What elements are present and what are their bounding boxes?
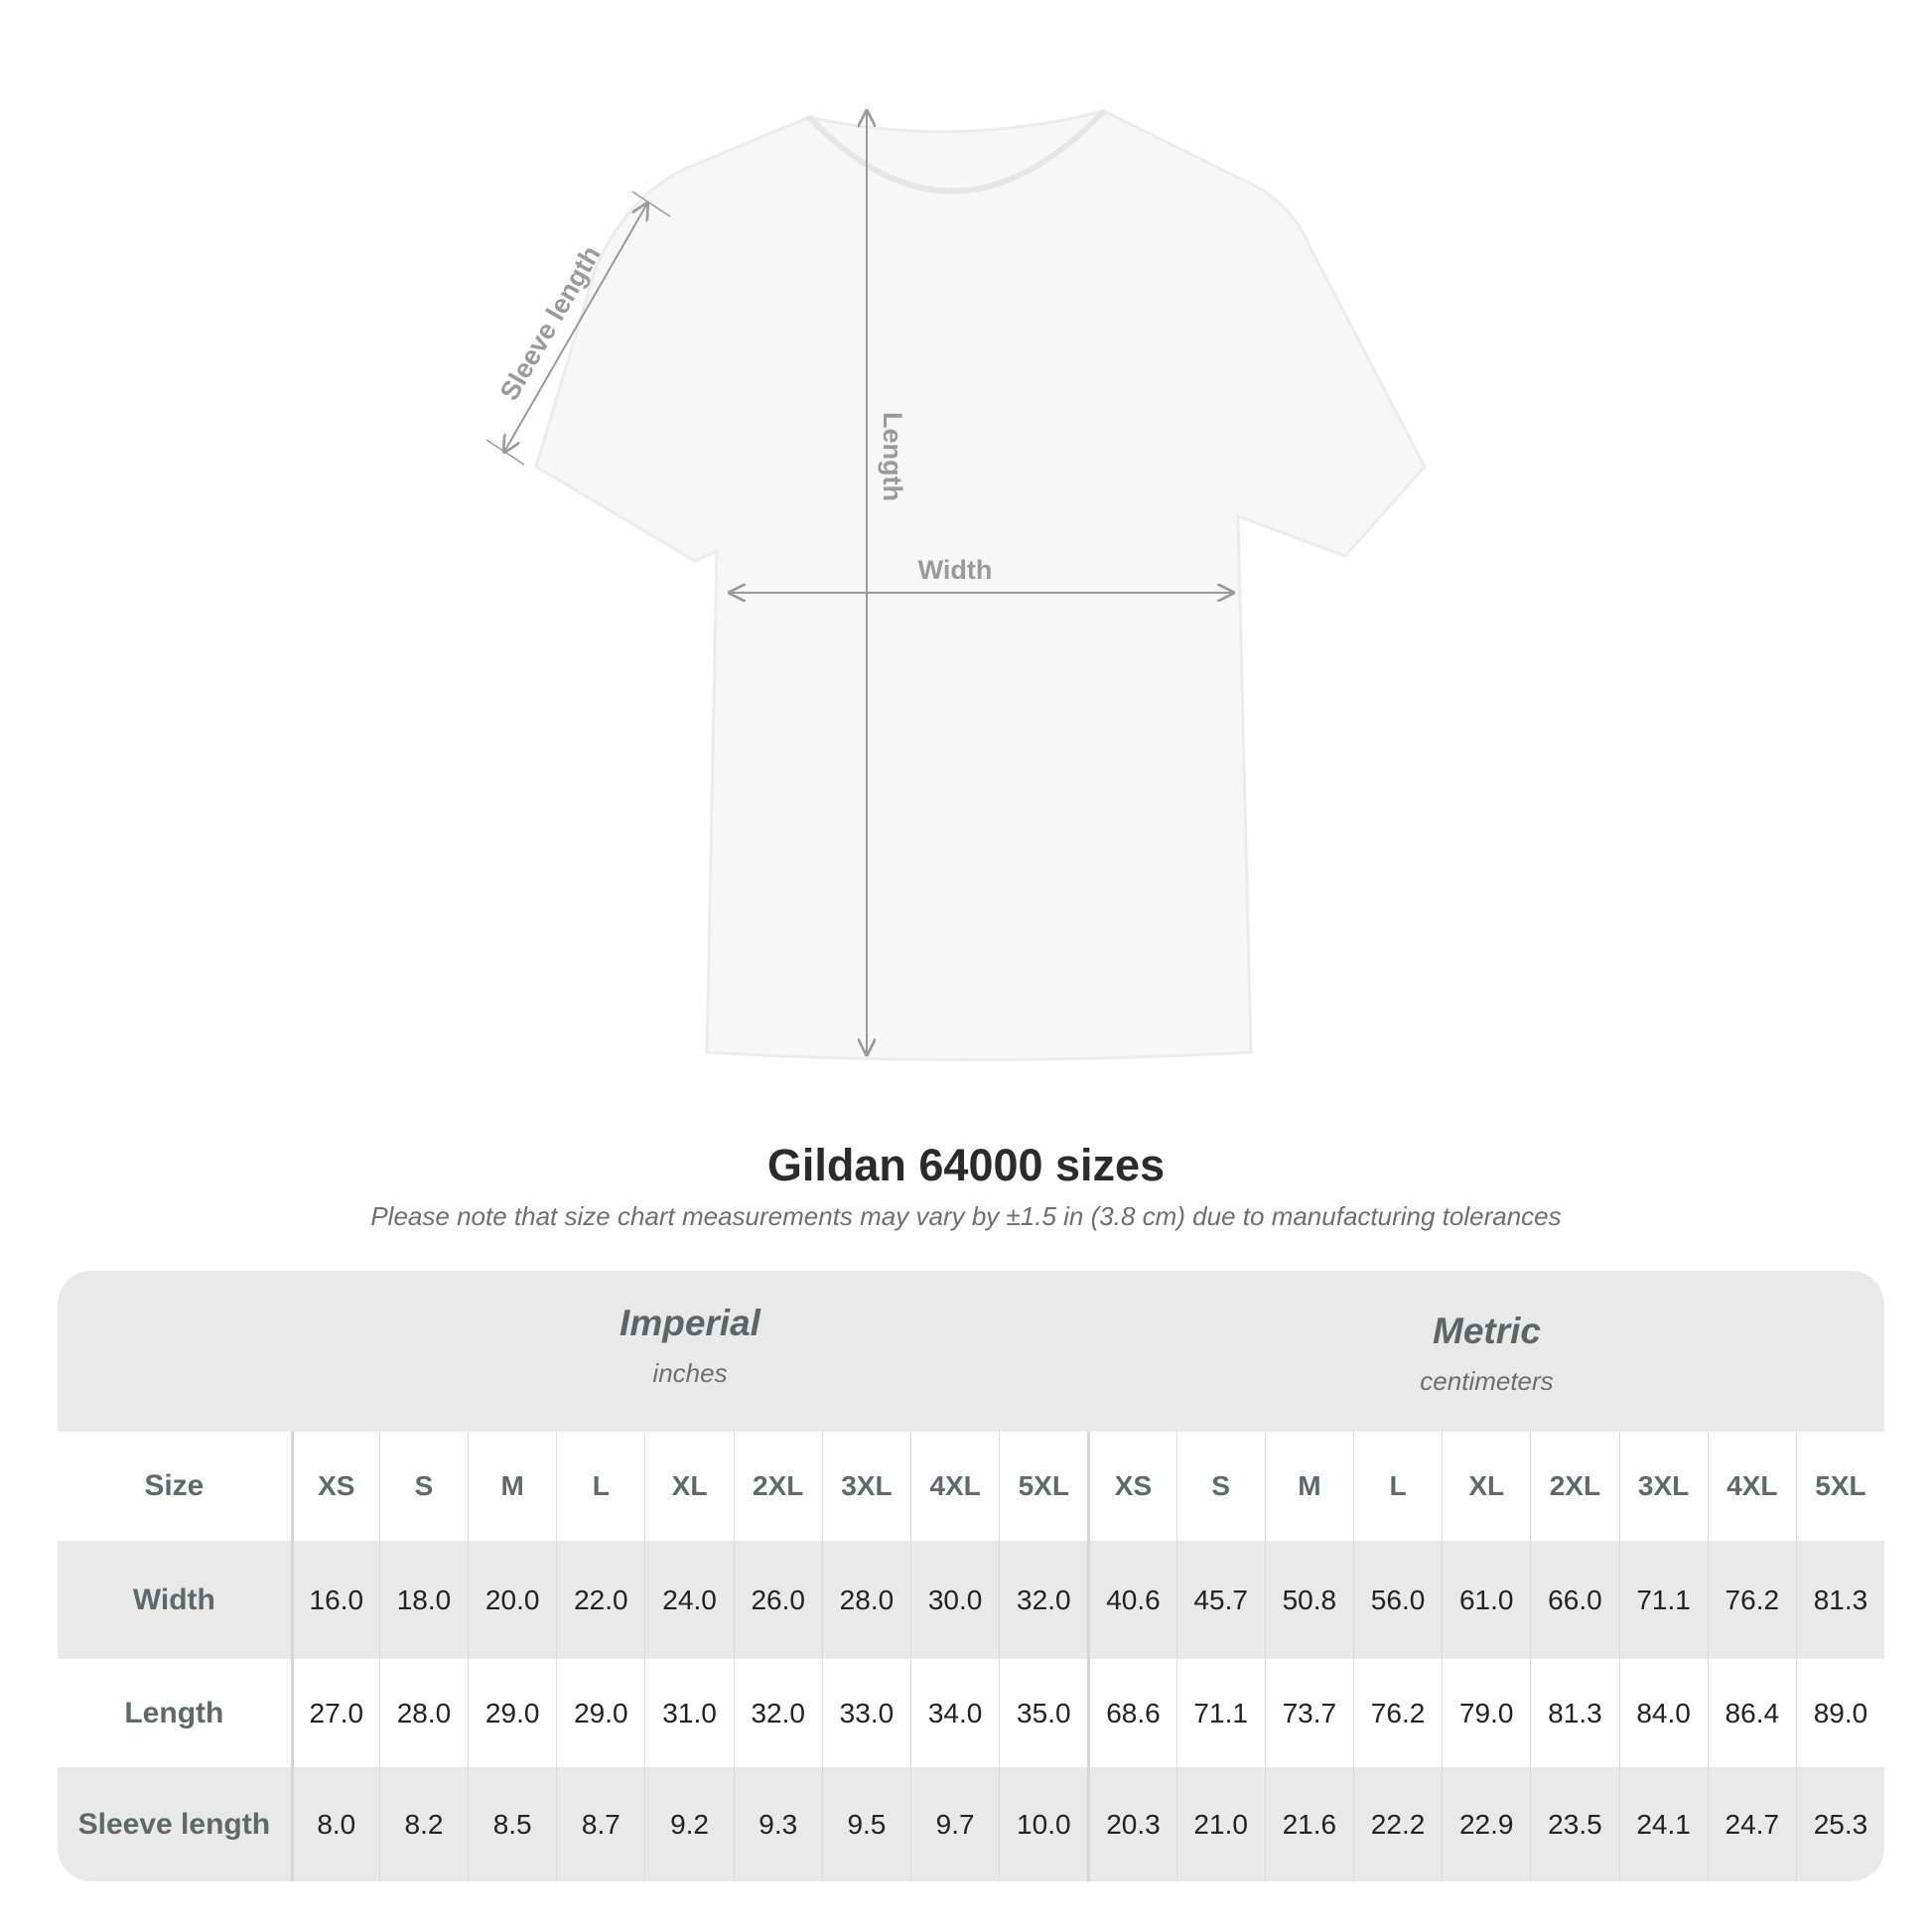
table-row: Length 27.0 28.0 29.0 29.0 31.0 32.0 33.0 34.0 35…	[58, 1659, 1884, 1767]
table-row: Width 16.0 18.0 20.0 22.0 24.0 26.0 28.0 30.0 32.…	[58, 1541, 1884, 1659]
value-cell-imperial: 30.0	[910, 1541, 999, 1659]
value-cell-imperial: 18.0	[378, 1541, 468, 1659]
tolerance-note: Please note that size chart measurements…	[370, 1201, 1562, 1231]
value-cell-imperial: 33.0	[821, 1659, 910, 1767]
value-cell-imperial: 29.0	[556, 1659, 644, 1767]
value-cell-imperial: 8.5	[468, 1767, 556, 1881]
value-cell-metric: 24.1	[1618, 1767, 1708, 1881]
value-cell-metric: 76.2	[1352, 1659, 1442, 1767]
value-cell-imperial: 28.0	[821, 1541, 910, 1659]
size-header-metric: L	[1352, 1432, 1442, 1541]
size-header-metric: 5XL	[1795, 1432, 1884, 1541]
chart-title: Gildan 64000 sizes	[766, 1140, 1166, 1190]
value-cell-metric: 45.7	[1175, 1541, 1265, 1659]
row-label: Size	[144, 1469, 205, 1502]
size-header-imperial: 5XL	[999, 1432, 1087, 1541]
size-header-metric: XL	[1442, 1432, 1530, 1541]
value-cell-metric: 23.5	[1530, 1767, 1618, 1881]
value-cell-metric: 68.6	[1087, 1659, 1175, 1767]
size-header-imperial: 4XL	[910, 1432, 999, 1541]
metric-header: Metric centimeters	[1089, 1311, 1884, 1397]
value-cell-imperial: 34.0	[910, 1659, 999, 1767]
value-cell-imperial: 8.2	[378, 1767, 468, 1881]
value-cell-metric: 22.2	[1352, 1767, 1442, 1881]
value-cell-imperial: 32.0	[999, 1541, 1087, 1659]
size-header-imperial: XL	[644, 1432, 733, 1541]
value-cell-imperial: 28.0	[378, 1659, 468, 1767]
value-cell-metric: 21.6	[1264, 1767, 1353, 1881]
size-header-metric: 4XL	[1707, 1432, 1796, 1541]
imperial-unit: inches	[652, 1358, 728, 1388]
size-header-imperial: XS	[290, 1432, 379, 1541]
size-header-metric: S	[1175, 1432, 1265, 1541]
size-header-metric: XS	[1087, 1432, 1175, 1541]
value-cell-metric: 40.6	[1087, 1541, 1175, 1659]
value-cell-imperial: 10.0	[999, 1767, 1087, 1881]
value-cell-imperial: 29.0	[468, 1659, 556, 1767]
imperial-title: Imperial	[620, 1303, 760, 1343]
tshirt-collar	[806, 108, 1107, 195]
value-cell-imperial: 32.0	[733, 1659, 822, 1767]
value-cell-metric: 20.3	[1087, 1767, 1175, 1881]
value-cell-metric: 81.3	[1795, 1541, 1884, 1659]
value-cell-metric: 61.0	[1442, 1541, 1530, 1659]
value-cell-metric: 86.4	[1707, 1659, 1796, 1767]
value-cell-metric: 22.9	[1442, 1767, 1530, 1881]
size-header-imperial: 2XL	[733, 1432, 822, 1541]
value-cell-imperial: 31.0	[644, 1659, 733, 1767]
size-header-row: Size XS S M L XL 2XL 3XL 4XL 5XL XS S M L XL 2XL 3XL 4XL 5…	[58, 1432, 1884, 1541]
value-cell-metric: 89.0	[1795, 1659, 1884, 1767]
value-cell-metric: 71.1	[1175, 1659, 1265, 1767]
value-cell-imperial: 9.3	[733, 1767, 822, 1881]
value-cell-metric: 71.1	[1618, 1541, 1708, 1659]
value-cell-imperial: 24.0	[644, 1541, 733, 1659]
value-cell-metric: 79.0	[1442, 1659, 1530, 1767]
size-table: Imperial inches Metric centimeters Size X…	[58, 1271, 1884, 1881]
size-header-imperial: 3XL	[821, 1432, 910, 1541]
value-cell-imperial: 9.2	[644, 1767, 733, 1881]
value-cell-imperial: 8.0	[290, 1767, 379, 1881]
row-label: Width	[132, 1583, 215, 1616]
value-cell-imperial: 8.7	[556, 1767, 644, 1881]
value-cell-imperial: 20.0	[468, 1541, 556, 1659]
tshirt-body	[534, 109, 1427, 1061]
imperial-header: Imperial inches	[291, 1303, 1089, 1389]
sleeve-arrow	[504, 204, 647, 452]
value-cell-metric: 24.7	[1707, 1767, 1796, 1881]
value-cell-metric: 50.8	[1264, 1541, 1353, 1659]
value-cell-metric: 66.0	[1530, 1541, 1618, 1659]
size-header-metric: 2XL	[1530, 1432, 1618, 1541]
size-header-metric: 3XL	[1618, 1432, 1708, 1541]
value-cell-imperial: 9.7	[910, 1767, 999, 1881]
size-header-imperial: L	[556, 1432, 644, 1541]
size-header-imperial: M	[468, 1432, 556, 1541]
value-cell-imperial: 22.0	[556, 1541, 644, 1659]
table-row: Sleeve length 8.0 8.2 8.5 8.7 9.2 9.3 9.5 9.7 10.…	[58, 1767, 1884, 1881]
size-header-metric: M	[1264, 1432, 1353, 1541]
tshirt-diagram: Length Width Sleeve length	[485, 108, 1427, 1061]
value-cell-imperial: 26.0	[733, 1541, 822, 1659]
metric-unit: centimeters	[1420, 1366, 1554, 1396]
length-label: Length	[878, 412, 907, 501]
row-label: Sleeve length	[77, 1807, 271, 1841]
value-cell-metric: 25.3	[1795, 1767, 1884, 1881]
value-cell-imperial: 9.5	[821, 1767, 910, 1881]
value-cell-imperial: 35.0	[999, 1659, 1087, 1767]
value-cell-metric: 73.7	[1264, 1659, 1353, 1767]
value-cell-metric: 21.0	[1175, 1767, 1265, 1881]
size-header-imperial: S	[378, 1432, 468, 1541]
metric-title: Metric	[1433, 1311, 1541, 1351]
value-cell-metric: 76.2	[1707, 1541, 1796, 1659]
row-label: Length	[124, 1696, 224, 1729]
value-cell-imperial: 16.0	[290, 1541, 379, 1659]
value-cell-metric: 81.3	[1530, 1659, 1618, 1767]
value-cell-metric: 84.0	[1618, 1659, 1708, 1767]
value-cell-imperial: 27.0	[290, 1659, 379, 1767]
width-label: Width	[918, 555, 993, 585]
value-cell-metric: 56.0	[1352, 1541, 1442, 1659]
